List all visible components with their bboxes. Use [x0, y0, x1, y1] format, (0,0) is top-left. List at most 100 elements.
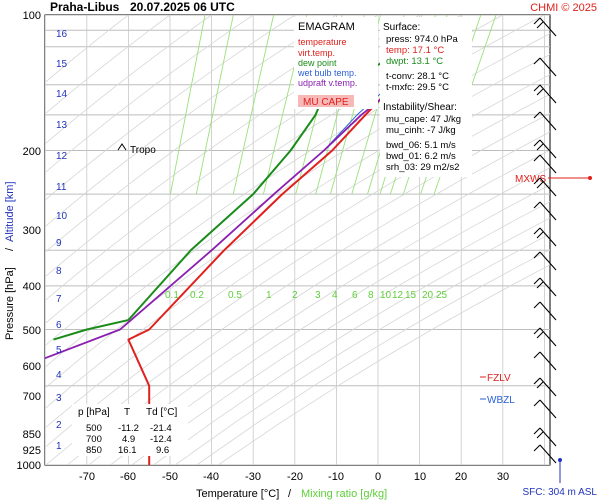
- sfc-label: SFC: 304 m ASL: [523, 487, 598, 498]
- dry-adiabat: [174, 233, 550, 465]
- wind-barb-icon: [533, 301, 557, 321]
- km-1: 1: [56, 441, 62, 452]
- r1-p: 700: [86, 434, 102, 445]
- t-tick--50: -50: [162, 471, 178, 483]
- mxws-label: MXWS: [515, 174, 546, 185]
- temperature-ticks: -70 -60 -50 -40 -30 -20 -10 0 10 20 30: [79, 471, 509, 483]
- wind-barb-icon: [533, 201, 557, 221]
- surface-tconv: t-conv: 28.1 °C: [386, 71, 449, 82]
- km-12: 12: [56, 151, 68, 162]
- wind-barb-icon: [533, 154, 557, 174]
- wind-barbs: [533, 17, 557, 464]
- surface-tmxfc: t-mxfc: 29.5 °C: [386, 82, 449, 93]
- stats-panel: Surface: press: 974.0 hPa temp: 17.1 °C …: [380, 17, 472, 177]
- wind-barb-icon: [533, 327, 557, 347]
- wind-barb-icon: [533, 251, 557, 271]
- dry-adiabat: [45, 112, 550, 448]
- mr-2: 2: [292, 290, 298, 301]
- wind-barb-icon: [533, 17, 557, 37]
- dry-adiabat: [45, 15, 337, 228]
- surface-press: press: 974.0 hPa: [386, 34, 459, 45]
- r1-t: 4.9: [122, 434, 135, 445]
- t-tick--70: -70: [79, 471, 95, 483]
- instability-title: Instability/Shear:: [383, 102, 457, 113]
- km-15: 15: [56, 59, 68, 70]
- dry-adiabat: [45, 15, 254, 174]
- mr-10: 10: [380, 290, 392, 301]
- wind-barb-icon: [533, 84, 557, 104]
- r2-t: 16.1: [118, 445, 137, 456]
- dry-adiabat: [45, 33, 550, 368]
- altitude-axis-label: Altitude [km]: [4, 181, 16, 242]
- wind-barb-icon: [533, 177, 557, 197]
- p-tick-400: 400: [23, 281, 41, 293]
- wind-barb-icon: [533, 277, 557, 297]
- mu-cape-badge-bg: [298, 95, 354, 107]
- mr-1: 1: [266, 290, 272, 301]
- axis-sep: /: [4, 247, 16, 251]
- km-4: 4: [56, 370, 62, 381]
- dry-adiabat: [45, 15, 296, 201]
- wind-barb-icon: [533, 399, 557, 419]
- r0-td: -21.4: [150, 423, 172, 434]
- legend-updraft: udpraft v.temp.: [298, 78, 357, 88]
- p-tick-300: 300: [23, 225, 41, 237]
- th-td: Td [°C]: [146, 407, 177, 418]
- t-tick-10: 10: [414, 471, 426, 483]
- tropo-marker: [117, 143, 127, 151]
- bwd-01: bwd_01: 6.2 m/s: [386, 151, 456, 162]
- surface-temp: temp: 17.1 °C: [386, 45, 444, 56]
- legend-virt-temp: virt.temp.: [298, 48, 335, 58]
- altitude-ticks: 1 2 3 4 5 6 7 8 9 10 11 12 13 14 15 16: [56, 29, 68, 452]
- station-name: Praha-Libus: [50, 0, 120, 14]
- legend-wet-bulb: wet bulb temp.: [297, 68, 357, 78]
- legend-title: EMAGRAM: [298, 21, 355, 33]
- legend-temperature: temperature: [298, 37, 347, 47]
- dry-adiabat: [217, 264, 550, 465]
- km-14: 14: [56, 89, 68, 100]
- p-tick-600: 600: [23, 361, 41, 373]
- wind-barb-icon: [533, 427, 557, 447]
- temp-axis-label: Temperature [°C]: [196, 488, 279, 500]
- mr-20: 20: [422, 290, 434, 301]
- xaxis-sep: /: [288, 488, 292, 500]
- r2-td: 9.6: [156, 445, 169, 456]
- mu-cape-badge: MU CAPE: [303, 97, 349, 108]
- t-tick-20: 20: [455, 471, 467, 483]
- dry-adiabat: [45, 131, 550, 465]
- dry-adiabat: [110, 184, 550, 465]
- bwd-06: bwd_06: 5.1 m/s: [386, 140, 456, 151]
- p-tick-500: 500: [23, 325, 41, 337]
- mr-6: 6: [352, 290, 358, 301]
- th-p: p [hPa]: [78, 407, 110, 418]
- r0-p: 500: [86, 423, 102, 434]
- t-tick-30: 30: [497, 471, 509, 483]
- mu-cinh: mu_cinh: -7 J/kg: [386, 125, 456, 136]
- credit: CHMI © 2025: [530, 2, 597, 14]
- mr-25: 25: [436, 290, 448, 301]
- km-9: 9: [56, 238, 62, 249]
- sfc-dot: [558, 458, 562, 462]
- t-tick--30: -30: [245, 471, 261, 483]
- km-13: 13: [56, 120, 68, 131]
- legend-dew-point: dew point: [298, 58, 337, 68]
- r2-p: 850: [86, 445, 102, 456]
- wind-barb-icon: [533, 377, 557, 397]
- p-tick-100: 100: [23, 10, 41, 22]
- mr-8: 8: [368, 290, 374, 301]
- dry-adiabat: [131, 201, 550, 465]
- th-t: T: [124, 407, 130, 418]
- dry-adiabat: [45, 15, 212, 145]
- mixing-line-0.5: [232, 15, 275, 195]
- mixing-axis-label: Mixing ratio [g/kg]: [301, 488, 387, 500]
- wind-barb-icon: [533, 227, 557, 247]
- km-11: 11: [56, 182, 67, 193]
- legend: EMAGRAM temperature virt.temp. dew point…: [294, 17, 378, 109]
- surface-title: Surface:: [383, 22, 420, 33]
- dry-adiabat: [45, 15, 171, 115]
- mr-0.5: 0.5: [228, 290, 242, 301]
- wind-barb-icon: [533, 139, 557, 159]
- dry-adiabat: [153, 217, 550, 465]
- datetime: 20.07.2025 06 UTC: [130, 0, 235, 14]
